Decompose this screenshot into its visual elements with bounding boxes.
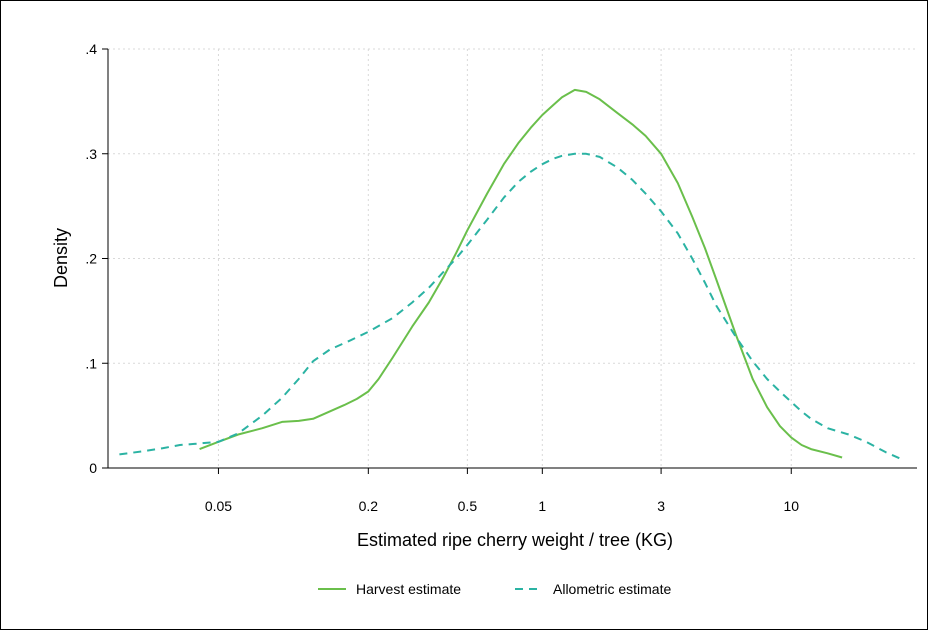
- y-tick-label: .4: [85, 41, 97, 57]
- x-axis-title: Estimated ripe cherry weight / tree (KG): [357, 530, 673, 550]
- axes: 0 .1 .2 .3 .4 0.05 0.2 0.5 1 3 10: [85, 41, 917, 514]
- y-axis-title: Density: [51, 228, 71, 288]
- x-tick-label: 0.05: [205, 498, 232, 514]
- legend: Harvest estimate Allometric estimate: [318, 581, 671, 597]
- series-lines: [119, 88, 904, 461]
- y-tick-label: .3: [85, 146, 97, 162]
- y-tick-label: 0: [89, 460, 97, 476]
- y-tick-label: .1: [85, 355, 97, 371]
- x-tick-label: 0.5: [458, 498, 478, 514]
- y-tick-label: .2: [85, 251, 97, 267]
- legend-label-1: Allometric estimate: [553, 581, 671, 597]
- series-line-0: [199, 88, 843, 459]
- x-tick-label: 1: [538, 498, 546, 514]
- legend-label-0: Harvest estimate: [356, 581, 461, 597]
- x-tick-label: 10: [783, 498, 799, 514]
- x-tick-label: 0.2: [359, 498, 379, 514]
- x-tick-label: 3: [657, 498, 665, 514]
- series-line-1: [119, 152, 904, 461]
